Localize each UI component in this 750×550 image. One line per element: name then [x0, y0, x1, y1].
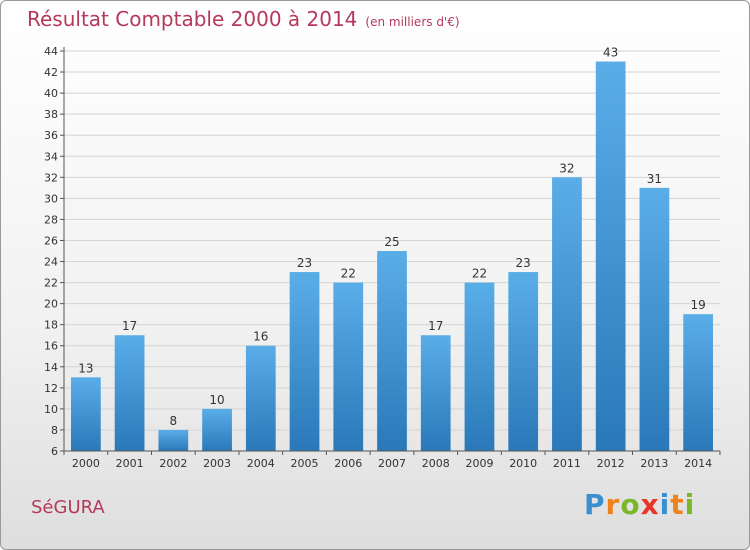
y-axis-ticks: 6 8 10 12 14 16 18 20 22 24 26 28 30 32 34 36 38 40 42 44 — [44, 45, 64, 458]
y-tick-label: 22 — [44, 277, 58, 290]
bar-2013 — [639, 187, 670, 451]
data-label-2009: 22 — [472, 267, 487, 281]
bar-2009 — [464, 282, 495, 451]
x-tick-label: 2002 — [159, 457, 187, 470]
chart-title-text: Résultat Comptable 2000 à 2014 — [27, 7, 358, 31]
y-tick-label: 30 — [44, 192, 58, 205]
data-label-2003: 10 — [209, 393, 224, 407]
bar-2001 — [114, 335, 145, 451]
y-tick-label: 12 — [44, 382, 58, 395]
y-tick-label: 44 — [44, 45, 58, 58]
data-label-2007: 25 — [384, 235, 399, 249]
y-tick-label: 42 — [44, 66, 58, 79]
bar-2006 — [333, 282, 364, 451]
bar-2000 — [70, 377, 101, 451]
data-label-2013: 31 — [647, 172, 662, 186]
chart-title: Résultat Comptable 2000 à 2014 (en millie… — [27, 7, 460, 31]
data-label-2002: 8 — [170, 414, 178, 428]
y-tick-label: 40 — [44, 87, 58, 100]
y-tick-label: 8 — [51, 424, 58, 437]
logo-letter: x — [640, 488, 660, 521]
y-tick-label: 10 — [44, 403, 58, 416]
x-tick-label: 2005 — [291, 457, 319, 470]
bar-2008 — [420, 335, 451, 451]
bar-2011 — [552, 177, 582, 451]
proxiti-logo: Proxiti — [584, 488, 695, 521]
bar-2012 — [595, 61, 626, 452]
x-tick-label: 2006 — [334, 457, 362, 470]
x-tick-label: 2012 — [597, 457, 625, 470]
y-tick-label: 28 — [44, 213, 58, 226]
y-tick-label: 14 — [44, 361, 58, 374]
x-tick-label: 2004 — [247, 457, 275, 470]
logo-letter: r — [605, 488, 621, 521]
data-label-2004: 16 — [253, 330, 268, 344]
x-tick-label: 2010 — [509, 457, 537, 470]
data-label-2008: 17 — [428, 319, 443, 333]
bar-2004 — [245, 345, 276, 451]
axes — [63, 47, 720, 452]
bars — [70, 61, 714, 452]
logo-letter: i — [659, 488, 671, 521]
x-tick-label: 2008 — [422, 457, 450, 470]
x-tick-label: 2001 — [116, 457, 144, 470]
data-label-2011: 32 — [559, 161, 574, 175]
data-label-2012: 43 — [603, 46, 618, 60]
y-tick-label: 6 — [51, 445, 58, 458]
bar-2005 — [289, 272, 320, 451]
y-tick-label: 34 — [44, 150, 58, 163]
x-axis-ticks: 2000 2001 2002 2003 2004 2005 2006 2007 2008 2009… — [63, 451, 721, 470]
y-tick-label: 16 — [44, 340, 58, 353]
logo-letter: t — [670, 488, 685, 521]
chart-unit: (en milliers d'€) — [365, 15, 460, 29]
x-tick-label: 2000 — [72, 457, 100, 470]
data-label-2001: 17 — [122, 319, 137, 333]
bar-2003 — [202, 408, 232, 451]
x-tick-label: 2007 — [378, 457, 406, 470]
data-label-2005: 23 — [297, 256, 312, 270]
y-tick-label: 36 — [44, 129, 58, 142]
data-label-2006: 22 — [341, 267, 356, 281]
y-tick-label: 26 — [44, 234, 58, 247]
bar-2010 — [508, 272, 539, 451]
logo-letter: i — [684, 488, 696, 521]
y-tick-label: 38 — [44, 108, 58, 121]
x-tick-label: 2014 — [684, 457, 712, 470]
logo-letter: o — [620, 488, 641, 521]
bar-2002 — [158, 429, 189, 451]
data-label-2010: 23 — [516, 256, 531, 270]
y-tick-label: 24 — [44, 256, 58, 269]
x-tick-label: 2009 — [465, 457, 493, 470]
data-labels: 13 17 8 10 16 23 22 25 17 22 23 32 43 31 19 — [78, 46, 706, 428]
y-tick-label: 32 — [44, 171, 58, 184]
bar-2014 — [683, 314, 714, 451]
x-tick-label: 2003 — [203, 457, 231, 470]
data-label-2000: 13 — [78, 361, 93, 375]
logo-letter: P — [584, 488, 606, 521]
data-label-2014: 19 — [690, 298, 705, 312]
bar-2007 — [377, 251, 407, 451]
y-tick-label: 20 — [44, 298, 58, 311]
x-tick-label: 2011 — [553, 457, 581, 470]
y-tick-label: 18 — [44, 319, 58, 332]
commune-name: SéGURA — [31, 497, 105, 518]
x-tick-label: 2013 — [640, 457, 668, 470]
